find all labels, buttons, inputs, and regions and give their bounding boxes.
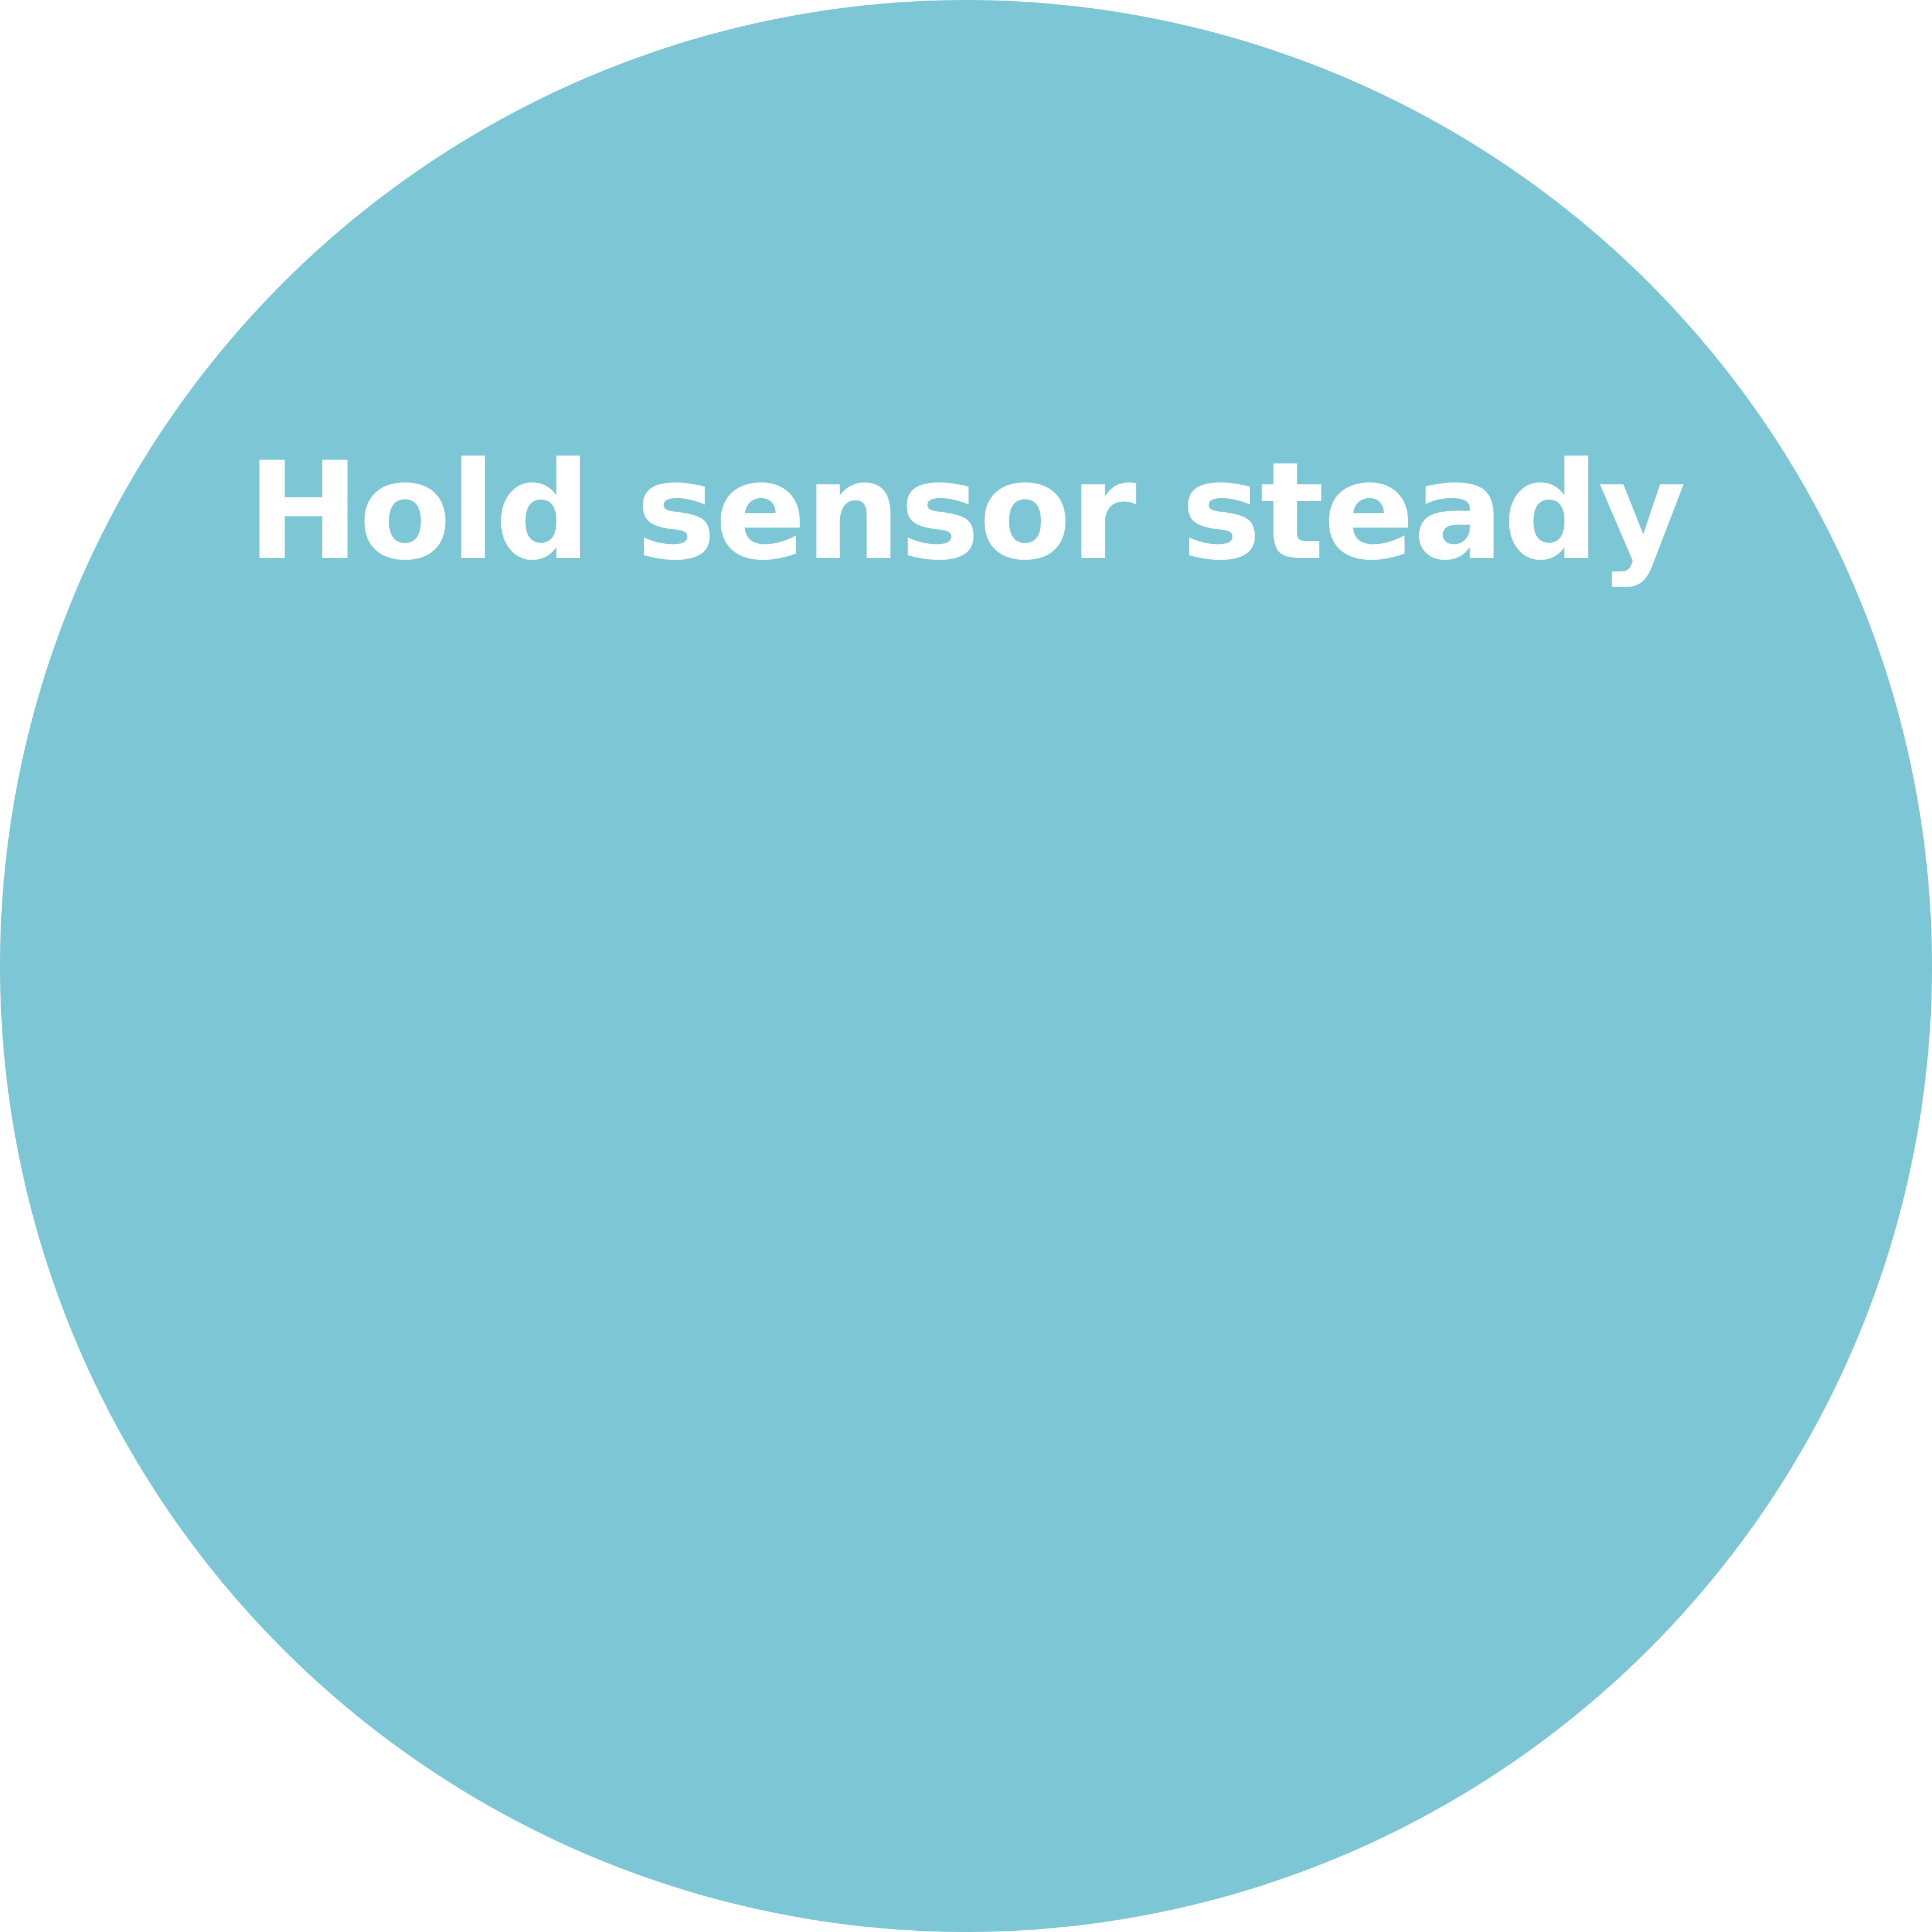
instruction-text: Hold sensor steady xyxy=(247,434,1686,590)
